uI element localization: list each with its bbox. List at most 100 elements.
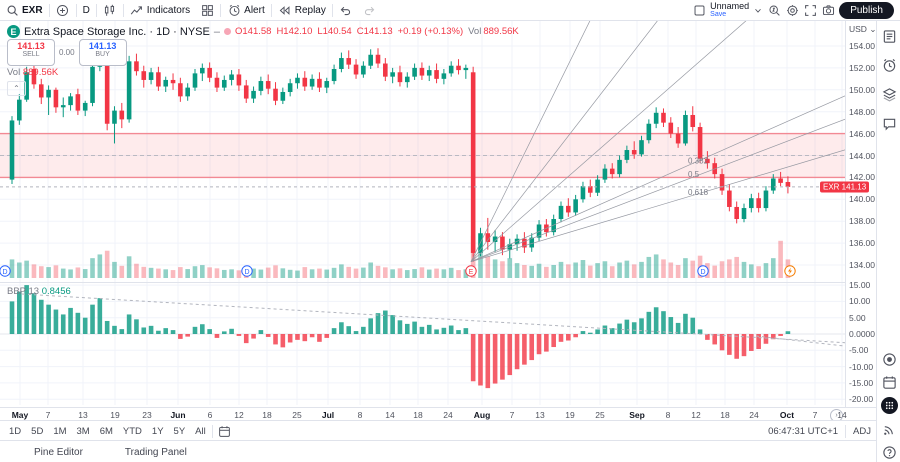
time-axis-label: 12 [234,410,244,420]
adj-toggle[interactable]: ADJ [853,425,871,437]
range-button-ytd[interactable]: YTD [122,425,142,437]
indicator-axis-label: 0.0000 [849,329,875,339]
time-axis-label: 12 [691,410,701,420]
range-button-3m[interactable]: 3M [76,425,90,437]
interval-label: D [82,4,90,16]
alerts-icon[interactable] [881,57,897,73]
last-price-tag: EXR 141.13 [820,181,870,193]
range-button-1y[interactable]: 1Y [151,425,164,437]
chart-style-button[interactable] [98,0,122,20]
price-axis-label: 152.00 [849,62,875,73]
time-axis-label: 25 [595,410,605,420]
price-axis-label: 138.00 [849,216,875,227]
supply-zone[interactable] [0,132,845,179]
legend-flag-icon[interactable] [223,28,231,35]
symbol-search-button[interactable]: EXR [0,0,48,20]
volume-legend: Vol 889.56K [7,67,59,78]
legend-minimize-icon[interactable]: – [213,25,220,38]
help-icon[interactable] [881,444,897,460]
search-icon [5,3,19,17]
object-tree-icon[interactable] [881,86,897,102]
svg-text:D: D [700,269,705,276]
indicator-axis-label: -20.00 [849,394,874,405]
alert-button[interactable]: Alert [222,0,270,20]
pine-editor-tab[interactable]: Pine Editor [34,446,83,458]
layout-grid-button[interactable] [195,0,219,20]
symbol-logo: E [7,25,20,38]
undo-button[interactable] [334,0,358,20]
signal-icon[interactable] [881,421,897,437]
range-button-1d[interactable]: 1D [9,425,22,437]
layout-name: Unnamed [710,1,750,11]
indicators-button[interactable]: Indicators [125,0,195,20]
chart-pane[interactable]: 0.382 0.5 0.618 D D E D E Extra Space Storage … [0,20,845,407]
time-axis[interactable]: › May 7 13 19 23 Jun 6 12 18 25 Jul 8 14 18 24 Aug 7 13 19… [0,407,876,422]
currency-selector[interactable]: USD ⌄ [849,24,877,34]
indicator-legend[interactable]: BBP 13 0.8456 [7,286,71,297]
time-axis-label: 13 [78,410,88,420]
legend-title: Extra Space Storage Inc. · 1D · NYSE [24,25,210,38]
toolbar-separator [75,3,77,17]
sidebar-top-icons [881,20,897,131]
fullscreen-icon[interactable] [803,3,817,17]
settings-gear-icon[interactable] [785,3,799,17]
publish-button[interactable]: Publish [839,1,894,19]
buy-button[interactable]: 141.13 BUY [78,39,127,66]
redo-button[interactable] [358,0,382,20]
save-label: Save [710,11,727,18]
watchlist-icon[interactable] [881,28,897,44]
indicators-label: Indicators [146,4,191,16]
symbol-legend[interactable]: E Extra Space Storage Inc. · 1D · NYSE –… [7,25,519,38]
status-bar: Pine Editor Trading Panel [0,440,900,462]
sell-button[interactable]: 141.13 SELL [7,39,55,66]
toolbar-separator [220,3,222,17]
price-axis-label: 148.00 [849,106,875,117]
layout-name-button[interactable]: Unnamed Save [710,1,750,19]
svg-text:D: D [2,269,7,276]
price-axis-label: 136.00 [849,238,875,249]
candles-layer [9,47,791,262]
price-axis-label: 140.00 [849,194,875,205]
time-axis-label: 25 [292,410,302,420]
range-button-6m[interactable]: 6M [99,425,113,437]
price-axis-label: 150.00 [849,84,875,95]
replay-button[interactable]: Replay [273,0,331,20]
price-axis-label: 146.00 [849,128,875,139]
undo-icon [339,3,353,17]
svg-text:0.5: 0.5 [688,170,700,179]
camera-icon[interactable] [821,3,835,17]
compare-button[interactable] [51,0,75,20]
go-to-date-icon[interactable] [218,424,232,438]
chart-canvas[interactable]: 0.382 0.5 0.618 D D E D [0,20,845,407]
layout-box-icon[interactable] [692,3,706,17]
quick-search-icon[interactable] [767,3,781,17]
spread-value: 0.00 [59,48,75,57]
layout-grid-icon [200,3,214,17]
caret-down-icon[interactable] [753,3,763,17]
time-axis-label: 7 [509,410,515,420]
fib-speed-fan[interactable]: 0.382 0.5 0.618 [470,20,845,263]
price-axis[interactable]: USD ⌄ 154.00 152.00 150.00 148.00 146.00 144.… [820,20,877,407]
calendar-icon[interactable] [881,374,897,390]
time-axis-label: 6 [207,410,213,420]
trading-panel-tab[interactable]: Trading Panel [124,446,187,458]
bottom-toolbar: 1D 5D 1M 3M 6M YTD 1Y 5Y All 06:47:31 UTC+1 ADJ [0,420,876,441]
time-axis-label: 7 [812,410,818,420]
range-button-5y[interactable]: 5Y [173,425,186,437]
toolbar-right-group: Unnamed Save Publish [692,1,900,19]
time-axis-label: 14 [385,410,395,420]
range-button-1m[interactable]: 1M [53,425,67,437]
range-button-all[interactable]: All [195,425,206,437]
chat-icon[interactable] [881,115,897,131]
hotlist-icon[interactable] [881,351,897,367]
replay-icon [278,3,292,17]
indicator-axis-label: 5.00 [849,312,866,323]
collapse-trade-panel-button[interactable]: ⌃ [7,81,26,96]
apps-grid-icon[interactable] [880,397,898,414]
range-button-5d[interactable]: 5D [31,425,44,437]
interval-button[interactable]: D [78,0,95,20]
clock-label[interactable]: 06:47:31 UTC+1 [768,425,839,437]
bbp-trendline[interactable] [21,293,845,344]
alert-clock-icon [227,3,241,17]
